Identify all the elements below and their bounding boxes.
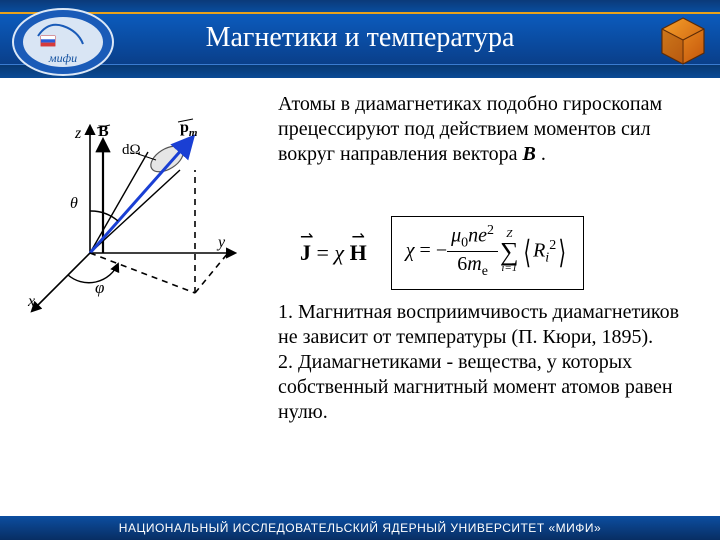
equation-chi-formula: χ = − μ0ne2 6me Z ∑ i=1 ⟨Ri2⟩ [391, 216, 584, 290]
axis-x-label: x [27, 293, 35, 310]
cube-logo-icon [656, 14, 710, 68]
equation-row: J = χ H χ = − μ0ne2 6me Z ∑ i=1 ⟨Ri2⟩ [300, 216, 700, 290]
slide-footer: НАЦИОНАЛЬНЫЙ ИССЛЕДОВАТЕЛЬСКИЙ ЯДЕРНЫЙ У… [0, 516, 720, 540]
pm-vector-label: pm [180, 119, 198, 139]
conclusions-paragraph: 1. Магнитная восприимчивость диамагнетик… [278, 300, 698, 425]
intro-paragraph: Атомы в диамагнетиках подобно гироскопам… [278, 92, 698, 167]
axis-z-label: z [74, 125, 82, 142]
intro-text-prefix: Атомы в диамагнетиках подобно гироскопам… [278, 93, 662, 165]
axis-y-label: y [216, 234, 226, 251]
conclusion-item-1: 1. Магнитная восприимчивость диамагнетик… [278, 300, 698, 350]
theta-label: θ [70, 195, 78, 212]
slide-header: Магнетики и температура мифи [0, 0, 720, 78]
intro-b-vector: B [523, 143, 536, 165]
phi-label: φ [95, 278, 104, 297]
precession-diagram: y z x B pm dΩ θ φ [20, 108, 260, 328]
intro-text-suffix: . [536, 143, 546, 165]
equation-j-chi-h: J = χ H [300, 240, 367, 266]
conclusion-item-2: 2. Диамагнетиками - вещества, у которых … [278, 350, 698, 425]
d-omega-label: dΩ [122, 142, 141, 158]
slide-content: y z x B pm dΩ θ φ Атомы в диамагнетика [0, 88, 720, 516]
footer-text: НАЦИОНАЛЬНЫЙ ИССЛЕДОВАТЕЛЬСКИЙ ЯДЕРНЫЙ У… [119, 521, 601, 535]
university-emblem-icon: мифи [8, 6, 118, 78]
svg-text:мифи: мифи [48, 51, 77, 65]
